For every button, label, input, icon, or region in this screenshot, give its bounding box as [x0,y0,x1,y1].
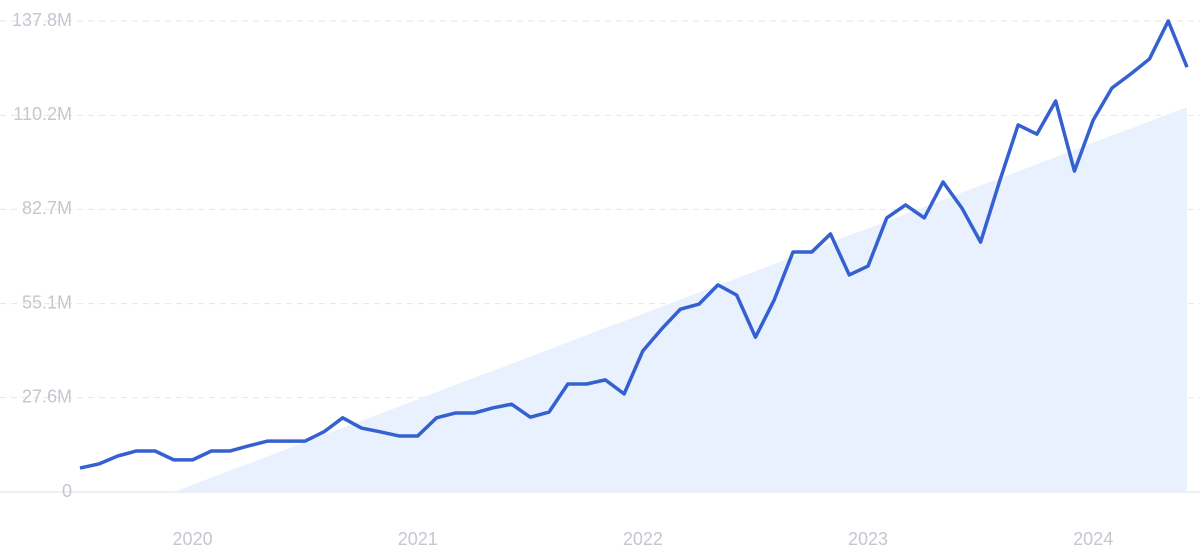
y-tick-label: 82.7M [22,198,72,218]
x-tick-label: 2021 [398,529,438,549]
x-tick-label: 2022 [623,529,663,549]
y-tick-label: 55.1M [22,292,72,312]
data-line [79,19,1189,470]
x-tick-label: 2023 [848,529,888,549]
x-tick-label: 2020 [173,529,213,549]
y-tick-label: 0 [62,481,72,501]
y-tick-label: 137.8M [12,10,72,30]
x-tick-label: 2024 [1073,529,1113,549]
y-tick-label: 110.2M [13,104,72,124]
trend-area [173,107,1188,492]
y-tick-label: 27.6M [22,386,72,406]
